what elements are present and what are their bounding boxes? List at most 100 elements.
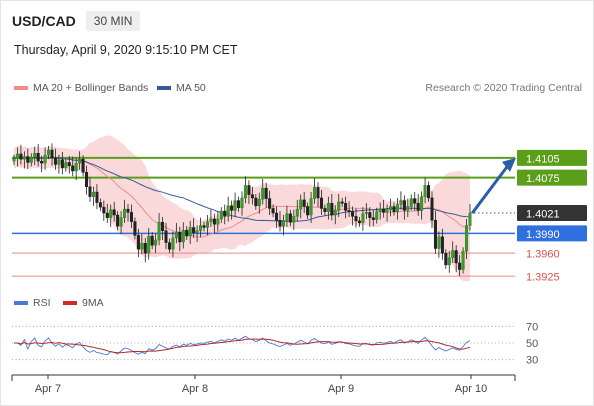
candle-body [223,210,227,217]
candle-body [105,212,109,218]
candle-body [371,217,375,220]
ma20-swatch-icon [14,86,28,90]
timeframe-badge[interactable]: 30 MIN [85,11,141,31]
candle-body [275,212,279,221]
level-labels: 1.4105 1.4075 1.4021 1.3990 1.3960 1.3925 [517,149,587,284]
legend-9ma: 9MA [63,297,104,309]
time-axis-label: Apr 7 [35,383,61,395]
candle-body [199,225,203,231]
candle-body [344,202,348,211]
level-label-box [517,205,587,222]
candle-body [98,202,102,208]
candle-body [392,206,396,212]
level-label-box [517,169,587,186]
candle-body [378,208,382,212]
time-axis-label: Apr 9 [328,383,354,395]
candle-body [15,153,19,159]
candle-body [461,250,465,270]
candle-body [323,208,327,212]
level-label-box [517,149,587,166]
candle-body [406,206,410,211]
candle-body [409,198,413,207]
candle-body [375,211,379,220]
candles [12,143,472,277]
candle-body [167,242,171,250]
level-label: 1.3990 [526,229,560,241]
candle-body [192,227,196,233]
candle-body [302,199,306,207]
candle-body [389,206,393,210]
chart-datetime: Thursday, April 9, 2020 9:15:10 PM CET [14,43,238,57]
candle-body [292,216,296,223]
level-label: 1.4021 [526,209,560,221]
candle-body [413,198,417,204]
candle-body [178,231,182,243]
candle-body [154,239,158,246]
candle-body [278,220,282,227]
level-lines [12,156,515,277]
candle-body [126,208,130,213]
candle-body [43,155,47,164]
candle-body [285,213,289,221]
candle-body [337,201,341,211]
candle-body [351,211,355,217]
legend-ma20-label: MA 20 + Bollinger Bands [33,82,149,94]
candle-body [64,162,68,168]
candle-body [340,201,344,204]
legend-rsi-label: RSI [33,297,51,309]
level-label-box [517,225,587,242]
candle-body [226,205,230,217]
candle-body [254,197,258,207]
candle-body [150,235,154,246]
level-label: 1.4105 [526,153,560,165]
candle-body [319,197,323,209]
candle-body [440,236,444,254]
candle-body [71,165,75,172]
candle-body [288,213,292,223]
candle-body [60,159,64,168]
candle-body [465,225,469,252]
candle-body [40,160,44,164]
candle-body [364,212,368,214]
forecast-arrow-shaft [471,165,509,214]
rsi-9ma-line [14,338,471,354]
candle-body [133,221,137,236]
candle-body [313,187,317,199]
candle-body [330,202,334,216]
candle-body [22,156,26,160]
candle-body [67,162,71,166]
candle-body [185,229,189,237]
candle-body [306,206,310,216]
candle-body [264,187,268,199]
chart-header: USD/CAD 30 MIN [12,11,141,31]
level-label: 1.4075 [526,173,560,185]
forecast-arrowhead-icon [502,157,516,172]
forecast-arrow [471,157,516,214]
rsi-level-label: 30 [526,355,538,367]
candle-body [129,212,133,222]
candle-body [243,185,247,199]
candle-body [174,231,178,239]
candle-body [26,156,30,163]
candle-body [402,200,406,211]
ma9-swatch-icon [63,301,77,305]
candle-body [361,213,365,224]
candle-body [237,200,241,208]
candle-body [12,158,16,162]
time-axis: Apr 7 Apr 8 Apr 9 Apr 10 [11,374,516,395]
candle-body [354,216,358,222]
candle-body [202,225,206,228]
candle-body [209,218,213,222]
time-axis-label: Apr 8 [182,383,208,395]
candle-body [281,220,285,227]
candle-body [326,202,330,212]
candle-body [271,208,275,214]
candle-body [420,196,424,211]
candle-body [195,230,199,233]
legend-9ma-label: 9MA [82,297,104,309]
candle-body [437,236,441,249]
level-label: 1.3960 [526,249,560,261]
candle-body [250,194,254,199]
candle-body [268,198,272,209]
